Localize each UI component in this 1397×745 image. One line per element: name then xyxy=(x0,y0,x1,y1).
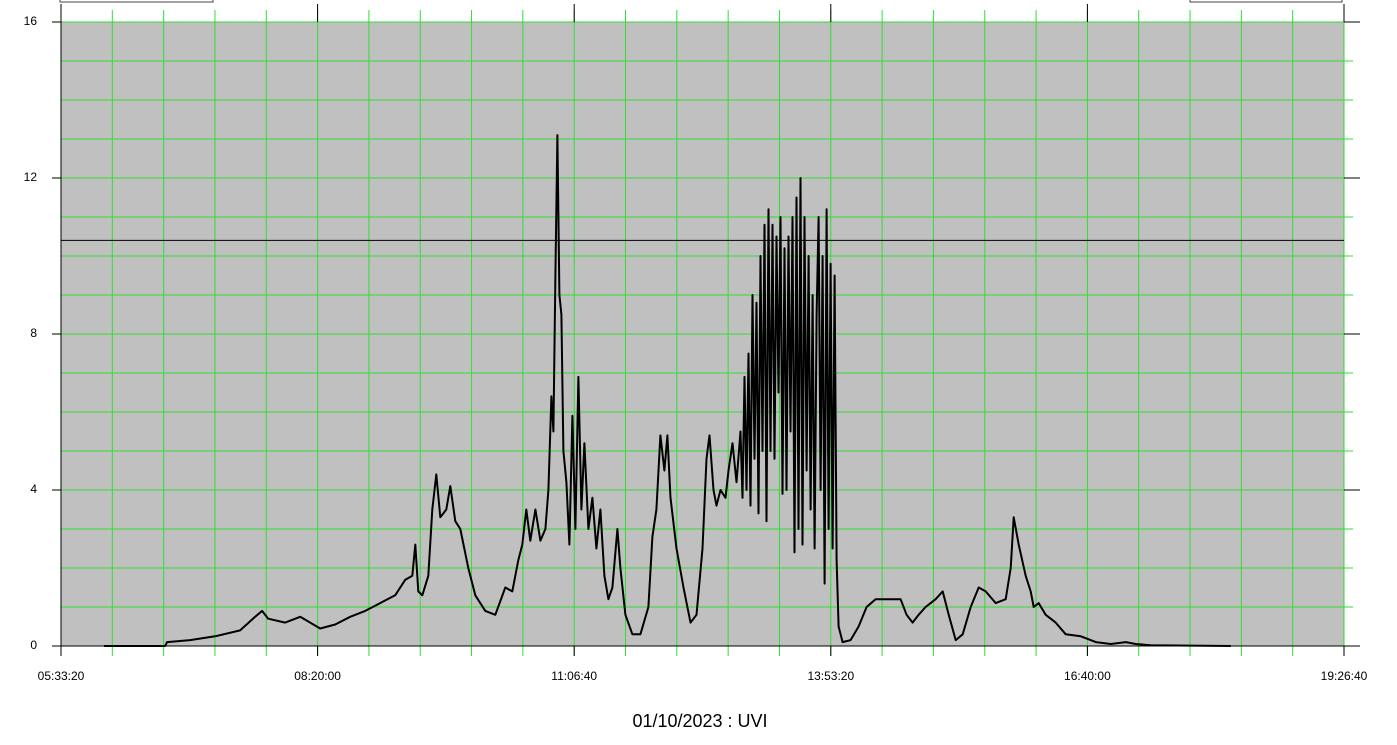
y-tick-label: 12 xyxy=(24,170,38,184)
chart-title: 01/10/2023 : UVI xyxy=(632,711,767,731)
y-tick-label: 4 xyxy=(30,482,37,496)
y-tick-label: 0 xyxy=(30,638,37,652)
y-tick-label: 8 xyxy=(30,326,37,340)
top-left-control xyxy=(59,0,214,3)
x-tick-label: 13:53:20 xyxy=(807,669,854,683)
x-tick-label: 08:20:00 xyxy=(294,669,341,683)
y-tick-label: 16 xyxy=(24,14,38,28)
top-right-control xyxy=(1189,0,1343,3)
x-tick-label: 05:33:20 xyxy=(38,669,85,683)
x-tick-label: 19:26:40 xyxy=(1321,669,1368,683)
x-tick-label: 16:40:00 xyxy=(1064,669,1111,683)
data-line xyxy=(104,134,1231,647)
x-tick-label: 11:06:40 xyxy=(551,669,597,683)
